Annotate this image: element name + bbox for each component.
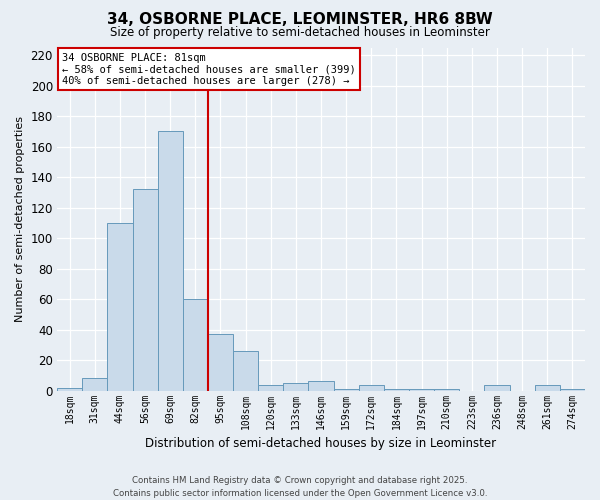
Text: 34, OSBORNE PLACE, LEOMINSTER, HR6 8BW: 34, OSBORNE PLACE, LEOMINSTER, HR6 8BW xyxy=(107,12,493,28)
Bar xyxy=(359,384,384,390)
Bar xyxy=(384,389,409,390)
Bar xyxy=(57,388,82,390)
Bar xyxy=(82,378,107,390)
Bar xyxy=(133,190,158,390)
Bar xyxy=(283,383,308,390)
Bar xyxy=(208,334,233,390)
Y-axis label: Number of semi-detached properties: Number of semi-detached properties xyxy=(15,116,25,322)
Bar xyxy=(334,389,359,390)
X-axis label: Distribution of semi-detached houses by size in Leominster: Distribution of semi-detached houses by … xyxy=(145,437,497,450)
Text: Contains HM Land Registry data © Crown copyright and database right 2025.
Contai: Contains HM Land Registry data © Crown c… xyxy=(113,476,487,498)
Bar xyxy=(158,132,183,390)
Text: 34 OSBORNE PLACE: 81sqm
← 58% of semi-detached houses are smaller (399)
40% of s: 34 OSBORNE PLACE: 81sqm ← 58% of semi-de… xyxy=(62,52,356,86)
Bar xyxy=(535,384,560,390)
Bar xyxy=(560,389,585,390)
Bar xyxy=(308,382,334,390)
Bar xyxy=(484,384,509,390)
Bar xyxy=(233,351,258,391)
Text: Size of property relative to semi-detached houses in Leominster: Size of property relative to semi-detach… xyxy=(110,26,490,39)
Bar xyxy=(258,384,283,390)
Bar xyxy=(183,299,208,390)
Bar xyxy=(409,389,434,390)
Bar xyxy=(434,389,460,390)
Bar xyxy=(107,223,133,390)
